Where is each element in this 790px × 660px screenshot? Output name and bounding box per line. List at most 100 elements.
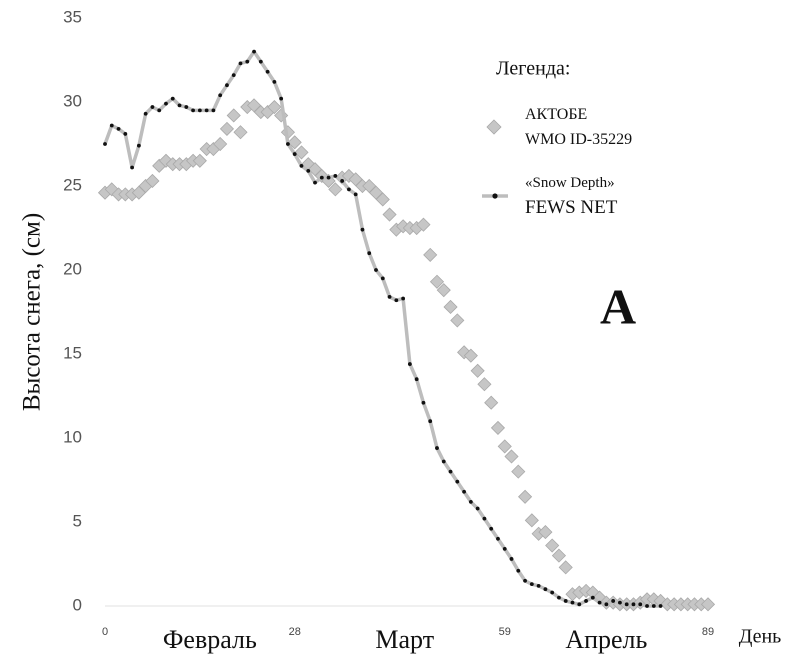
legend-label: АКТОБЕ WMO ID-35229 [525,106,632,148]
data-point [374,268,378,272]
data-point [470,363,485,378]
data-point [597,600,602,605]
data-point [252,49,256,54]
data-point [192,153,207,168]
data-point [611,599,616,603]
data-point [306,168,311,173]
data-point [423,247,438,262]
data-point [267,99,282,115]
y-axis-label: Высота снега, (см) [19,213,46,411]
data-point [496,536,500,541]
data-point [490,420,506,435]
data-point [543,587,548,592]
data-point [577,602,582,607]
data-point [211,108,216,113]
y-tick-label: 35 [63,7,82,26]
x-tick-label: 89 [702,626,714,638]
data-point [347,187,351,192]
data-point [618,600,622,605]
data-point [658,604,663,608]
legend-marker [492,193,498,199]
data-point [299,163,304,168]
data-point [624,602,629,607]
data-point [382,207,397,222]
data-point [529,582,534,587]
data-point [328,182,343,197]
y-tick-label: 15 [63,343,82,362]
data-point [130,165,135,170]
month-label: Апрель [565,625,647,654]
y-tick-label: 30 [63,91,82,110]
annotation: A [600,278,636,334]
data-point [116,126,121,131]
data-point [375,192,390,207]
x-tick-label: 28 [289,626,301,638]
y-tick-label: 5 [73,511,82,530]
data-point [631,602,636,607]
data-point [157,108,162,113]
data-point [279,96,284,101]
data-point [287,135,302,150]
data-point [333,174,338,178]
data-point [429,274,445,289]
data-point [482,516,487,521]
data-point [401,296,406,301]
data-point [570,600,575,605]
data-point [463,348,478,363]
data-point [294,145,309,160]
data-point [265,69,270,74]
data-point [489,526,494,531]
data-point [136,143,141,148]
data-point [604,602,609,607]
data-point [455,479,460,484]
data-point [233,125,248,140]
data-point [502,546,507,551]
data-point [407,362,412,366]
data-point [109,123,114,128]
data-point [584,599,588,603]
data-point [353,192,358,197]
data-point [638,602,643,607]
data-point [545,538,560,553]
data-point [468,499,473,504]
x-tick-label: 59 [499,626,511,638]
data-point [435,446,439,450]
data-point [272,79,277,84]
data-point [590,595,595,600]
data-point [103,142,107,146]
data-point [536,583,541,588]
data-point [416,217,431,232]
data-point [558,560,573,575]
data-point [191,108,195,113]
x-tick-label: 0 [102,626,108,638]
data-point [226,108,241,123]
month-label: Февраль [163,625,257,654]
data-point [204,108,209,113]
data-point [462,489,466,494]
data-point [184,105,189,109]
data-point [563,599,568,603]
data-point [443,299,458,315]
data-point [651,604,656,608]
data-point [326,175,331,180]
data-point [258,59,263,64]
data-point [475,506,480,511]
data-point [292,152,297,156]
data-point [387,294,392,299]
data-point [231,73,236,78]
y-tick-label: 20 [63,259,82,278]
data-point [367,251,372,256]
data-point [164,101,168,106]
data-point [457,345,472,360]
data-point [245,59,250,64]
data-point [225,83,229,88]
data-point [497,439,512,454]
data-point [218,93,223,98]
data-point [441,459,446,464]
data-point [340,179,345,183]
data-point [143,111,148,116]
legend-title: Легенда: [496,58,570,80]
data-point [170,96,175,101]
data-point [319,175,324,180]
